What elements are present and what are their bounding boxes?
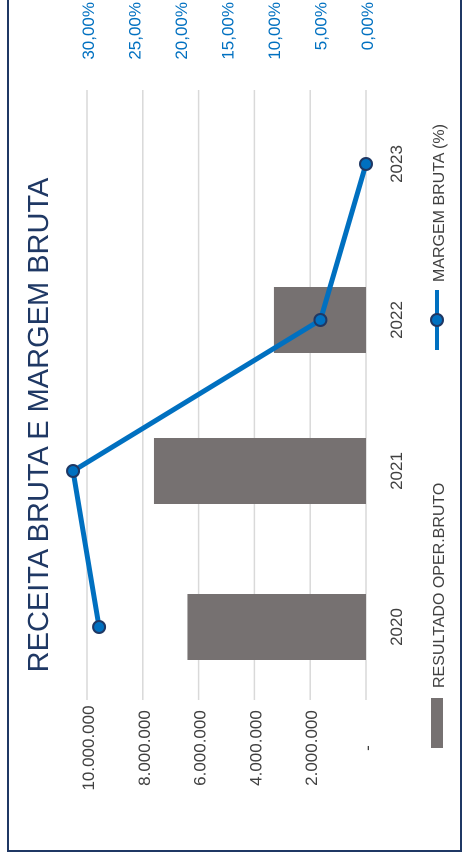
- secondary-tick-label: 30,00%: [79, 2, 98, 60]
- line-point: [360, 158, 372, 170]
- legend-line-label: MARGEM BRUTA (%): [431, 124, 448, 282]
- legend-bar-label: RESULTADO OPER.BRUTO: [431, 483, 448, 688]
- category-label: 2021: [387, 452, 406, 490]
- secondary-tick-label: 15,00%: [219, 2, 238, 60]
- legend-bar-swatch: [431, 698, 443, 748]
- bar: [154, 438, 366, 504]
- primary-tick-label: 10.000.000: [79, 705, 98, 790]
- secondary-tick-label: 0,00%: [358, 2, 377, 50]
- secondary-tick-label: 5,00%: [312, 2, 331, 50]
- category-label: 2020: [387, 608, 406, 646]
- primary-tick-label: 2.000.000: [302, 710, 321, 786]
- secondary-tick-label: 20,00%: [172, 2, 191, 60]
- line-point: [314, 314, 326, 326]
- chart-title: RECEITA BRUTA E MARGEM BRUTA: [23, 177, 55, 672]
- secondary-tick-label: 10,00%: [265, 2, 284, 60]
- bar: [187, 594, 366, 660]
- primary-tick-label: 6.000.000: [191, 710, 210, 786]
- secondary-tick-label: 25,00%: [126, 2, 145, 60]
- category-label: 2022: [387, 301, 406, 339]
- primary-tick-label: 8.000.000: [135, 710, 154, 786]
- legend-line-marker: [431, 314, 443, 326]
- chart-border: [8, 0, 461, 851]
- primary-tick-label: -: [358, 745, 377, 751]
- category-label: 2023: [387, 145, 406, 183]
- line-point: [67, 465, 79, 477]
- primary-tick-label: 4.000.000: [246, 710, 265, 786]
- line-point: [93, 621, 105, 633]
